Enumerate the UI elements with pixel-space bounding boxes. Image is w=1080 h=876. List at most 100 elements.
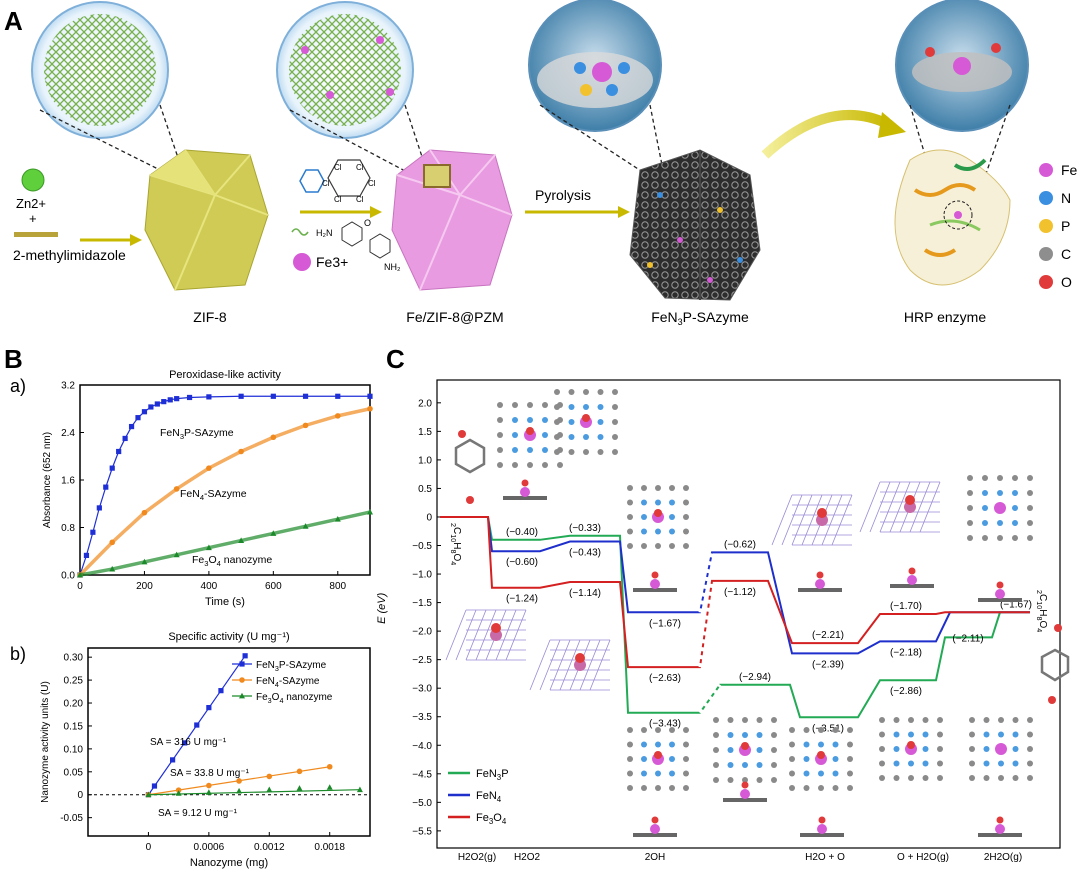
structure-2h2o — [969, 717, 1033, 781]
data-point — [167, 397, 173, 403]
y-tick-label: 2.0 — [418, 398, 432, 409]
zif8-structure-bubble — [31, 1, 169, 139]
chart-title: Specific activity (U mg⁻¹) — [168, 631, 289, 643]
data-point — [161, 399, 167, 405]
side-view-structure — [890, 567, 934, 588]
profile-fen4 — [440, 515, 1030, 655]
y-tick-label: −5.0 — [412, 798, 432, 809]
y-tick-label: −0.5 — [412, 541, 432, 552]
plot-frame — [79, 384, 371, 576]
legend-swatch-n — [1039, 191, 1053, 205]
y-tick-label: 0.05 — [64, 767, 84, 778]
y-axis-label: E (eV) — [376, 592, 388, 624]
category-label: H2O2(g) — [458, 852, 496, 863]
category-label: O + H2O(g) — [897, 852, 949, 863]
hrp-structure-bubble — [895, 0, 1029, 132]
series-label-fe3o4: Fe3​O4​ nanozyme — [192, 554, 272, 568]
plus-sign: + — [29, 211, 37, 226]
chart-title: Peroxidase-like activity — [169, 369, 281, 381]
data-point — [334, 413, 341, 419]
data-point — [334, 515, 341, 522]
fen3p-crystal — [629, 149, 761, 301]
y-tick-label: 0.25 — [64, 676, 84, 687]
data-point — [242, 653, 248, 659]
sa-annotation: SA = 316 U mg⁻¹ — [150, 737, 227, 748]
data-point — [128, 423, 135, 430]
energy-value-label: (−0.62) — [724, 539, 756, 550]
data-point — [182, 740, 188, 746]
data-point — [135, 415, 141, 421]
legend-label-p: P — [1061, 218, 1070, 234]
structure-h2o-o-2 — [789, 727, 853, 791]
series-line-0 — [79, 395, 370, 576]
data-point — [170, 757, 176, 763]
chart-energy-profile: 2.0 1.5 1.0 0.5 0 −0.5 −1.0 −1.5 −2.0 −2.5 −3.0 −3.… — [376, 379, 1070, 863]
zif8-crystal — [144, 149, 269, 291]
data-point — [302, 422, 309, 429]
y-tick-label: 3.2 — [61, 381, 75, 392]
energy-value-label: (−2.39) — [812, 659, 844, 670]
data-point — [103, 484, 109, 490]
svg-text:Cl: Cl — [322, 179, 330, 188]
energy-value-label: (−1.67) — [649, 618, 681, 629]
data-point — [367, 405, 373, 412]
svg-text:Cl: Cl — [356, 195, 364, 204]
side-label-left: 2​C10​H8​O4​ — [449, 523, 462, 565]
y-tick-label: 0.20 — [64, 699, 84, 710]
zn-ion-icon — [21, 168, 45, 192]
structure-fe3o4-4 — [859, 481, 941, 533]
x-tick-label: 0.0006 — [194, 842, 225, 853]
side-view-structure — [503, 479, 547, 500]
data-point — [141, 409, 148, 415]
fe-ion-icon — [293, 253, 311, 271]
data-point — [205, 544, 212, 551]
data-point — [236, 787, 243, 794]
structure-h2o2-fen4 — [554, 389, 618, 455]
fe-zif8-structure-bubble — [276, 1, 414, 139]
side-view-structure — [633, 816, 677, 837]
structure-2oh-bottom — [627, 727, 689, 791]
svg-text:Cl: Cl — [334, 163, 342, 172]
structure-fe3o4-3 — [771, 494, 853, 546]
data-point — [266, 773, 273, 780]
energy-value-label: (−3.43) — [649, 719, 681, 730]
y-axis-label: Nanozyme activity units (U) — [40, 681, 51, 803]
data-point — [109, 565, 116, 572]
data-point — [238, 448, 244, 455]
arc-arrow — [761, 110, 893, 159]
data-point — [173, 486, 180, 492]
data-point — [116, 448, 122, 455]
category-label: H2O2 — [514, 852, 541, 863]
data-point — [174, 396, 180, 402]
fe-ion-label: Fe3+ — [316, 254, 348, 270]
side-view-structure — [978, 816, 1022, 837]
data-point — [122, 435, 128, 442]
category-label: 2H2O(g) — [984, 852, 1022, 863]
energy-value-label: (−2.94) — [739, 672, 771, 683]
plot-frame — [436, 379, 1061, 849]
legend-label: FeN3​P-SAzyme — [256, 660, 327, 673]
y-tick-label: 1.6 — [61, 476, 75, 487]
y-tick-label: 1.5 — [418, 427, 432, 438]
zn-label: Zn2+ — [16, 196, 46, 211]
methylimidazole-label: 2-methylimidazole — [13, 247, 126, 263]
data-point — [367, 508, 373, 515]
legend-swatch-fe — [1039, 163, 1053, 177]
methylimidazole-icon — [14, 232, 58, 237]
data-point — [270, 530, 277, 536]
data-point — [90, 529, 96, 535]
side-view-structure — [798, 571, 842, 592]
legend-marker — [239, 692, 245, 699]
y-tick-label: −5.5 — [412, 826, 432, 837]
y-tick-label: 0 — [77, 790, 83, 801]
data-point — [238, 537, 245, 543]
data-point — [270, 434, 277, 441]
terephthalic-molecule-right — [1040, 624, 1070, 704]
svg-text:H₂N: H₂N — [316, 228, 333, 238]
panel-label-b: B — [4, 344, 23, 374]
energy-value-label: (−3.51) — [812, 723, 844, 734]
data-point — [302, 393, 309, 399]
data-point — [206, 782, 212, 789]
